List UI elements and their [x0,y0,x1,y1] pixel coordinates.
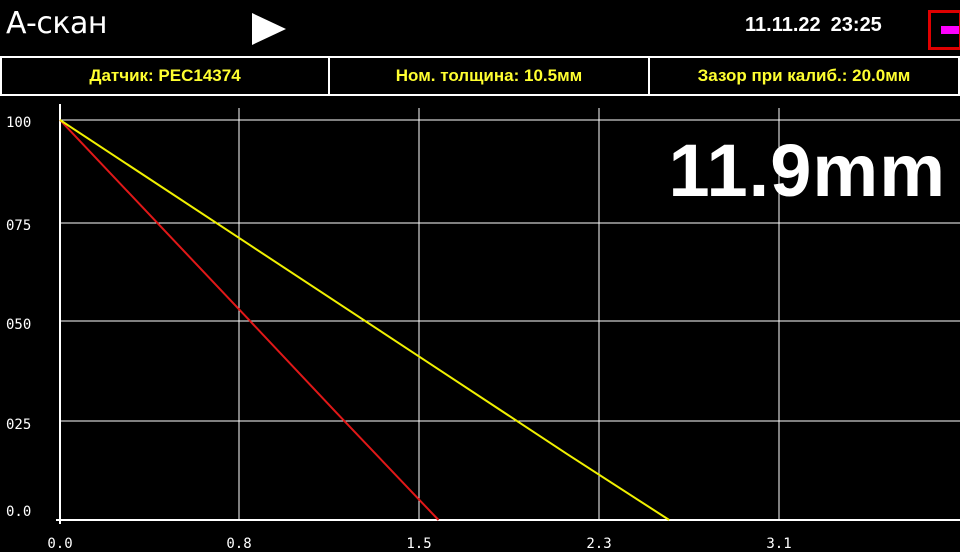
tick-labels: 0.0 0.8 1.5 2.3 3.1 0.0 025 050 075 100 [6,115,792,552]
calibration-gap-label: Зазор при калиб.: 20.0мм [650,56,960,96]
x-tick-label: 1.5 [406,536,431,552]
y-tick-label: 050 [6,317,31,333]
x-tick-label: 0.8 [226,536,251,552]
play-button[interactable] [250,12,290,46]
a-scan-plot: 0.0 0.8 1.5 2.3 3.1 0.0 025 050 075 100 [0,98,960,552]
x-tick-label: 2.3 [586,536,611,552]
record-indicator-icon [941,26,959,34]
series-line-1 [59,119,670,521]
y-tick-label: 0.0 [6,504,31,520]
x-tick-label: 3.1 [766,536,791,552]
info-bar: Датчик: PEC14374 Ном. толщина: 10.5мм За… [0,56,960,96]
a-scan-chart: 0.0 0.8 1.5 2.3 3.1 0.0 025 050 075 100 [6,104,960,552]
play-icon [252,13,286,45]
y-tick-label: 100 [6,115,31,131]
axes [56,104,960,524]
thickness-reading: 11.9mm [668,129,946,212]
series [59,119,670,521]
y-tick-label: 025 [6,417,31,433]
series-line-0 [59,119,440,521]
time-label: 23:25 [830,14,882,36]
date-label: 11.11.22 [745,14,821,36]
sensor-label: Датчик: PEC14374 [0,56,330,96]
datetime: 11.11.22 23:25 [745,14,882,37]
x-tick-label: 0.0 [47,536,72,552]
nominal-thickness-label: Ном. толщина: 10.5мм [330,56,650,96]
mode-title: А-скан [6,6,107,41]
record-indicator[interactable] [928,10,960,50]
y-tick-label: 075 [6,218,31,234]
top-bar: А-скан 11.11.22 23:25 [0,0,960,54]
